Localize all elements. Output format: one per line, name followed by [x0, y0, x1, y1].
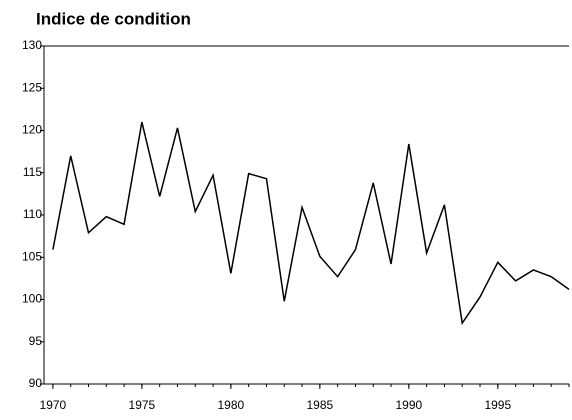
x-tick-label: 1970	[40, 398, 67, 412]
x-tick-label: 1985	[306, 398, 333, 412]
y-tick-label: 130	[22, 38, 42, 52]
y-tick-label: 90	[29, 376, 43, 390]
y-tick-label: 105	[22, 249, 42, 263]
chart-title: Indice de condition	[36, 9, 191, 28]
data-line	[52, 121, 570, 326]
x-tick-label: 1980	[218, 398, 245, 412]
y-tick-label: 110	[23, 207, 42, 221]
y-tick-label: 100	[22, 292, 42, 306]
x-tick-label: 1975	[129, 398, 156, 412]
x-tick-label: 1995	[484, 398, 511, 412]
y-tick-label: 115	[23, 165, 42, 179]
y-tick-label: 95	[29, 334, 43, 348]
y-tick-label: 120	[22, 123, 42, 137]
y-tick-label: 125	[22, 80, 42, 94]
x-tick-label: 1990	[395, 398, 422, 412]
